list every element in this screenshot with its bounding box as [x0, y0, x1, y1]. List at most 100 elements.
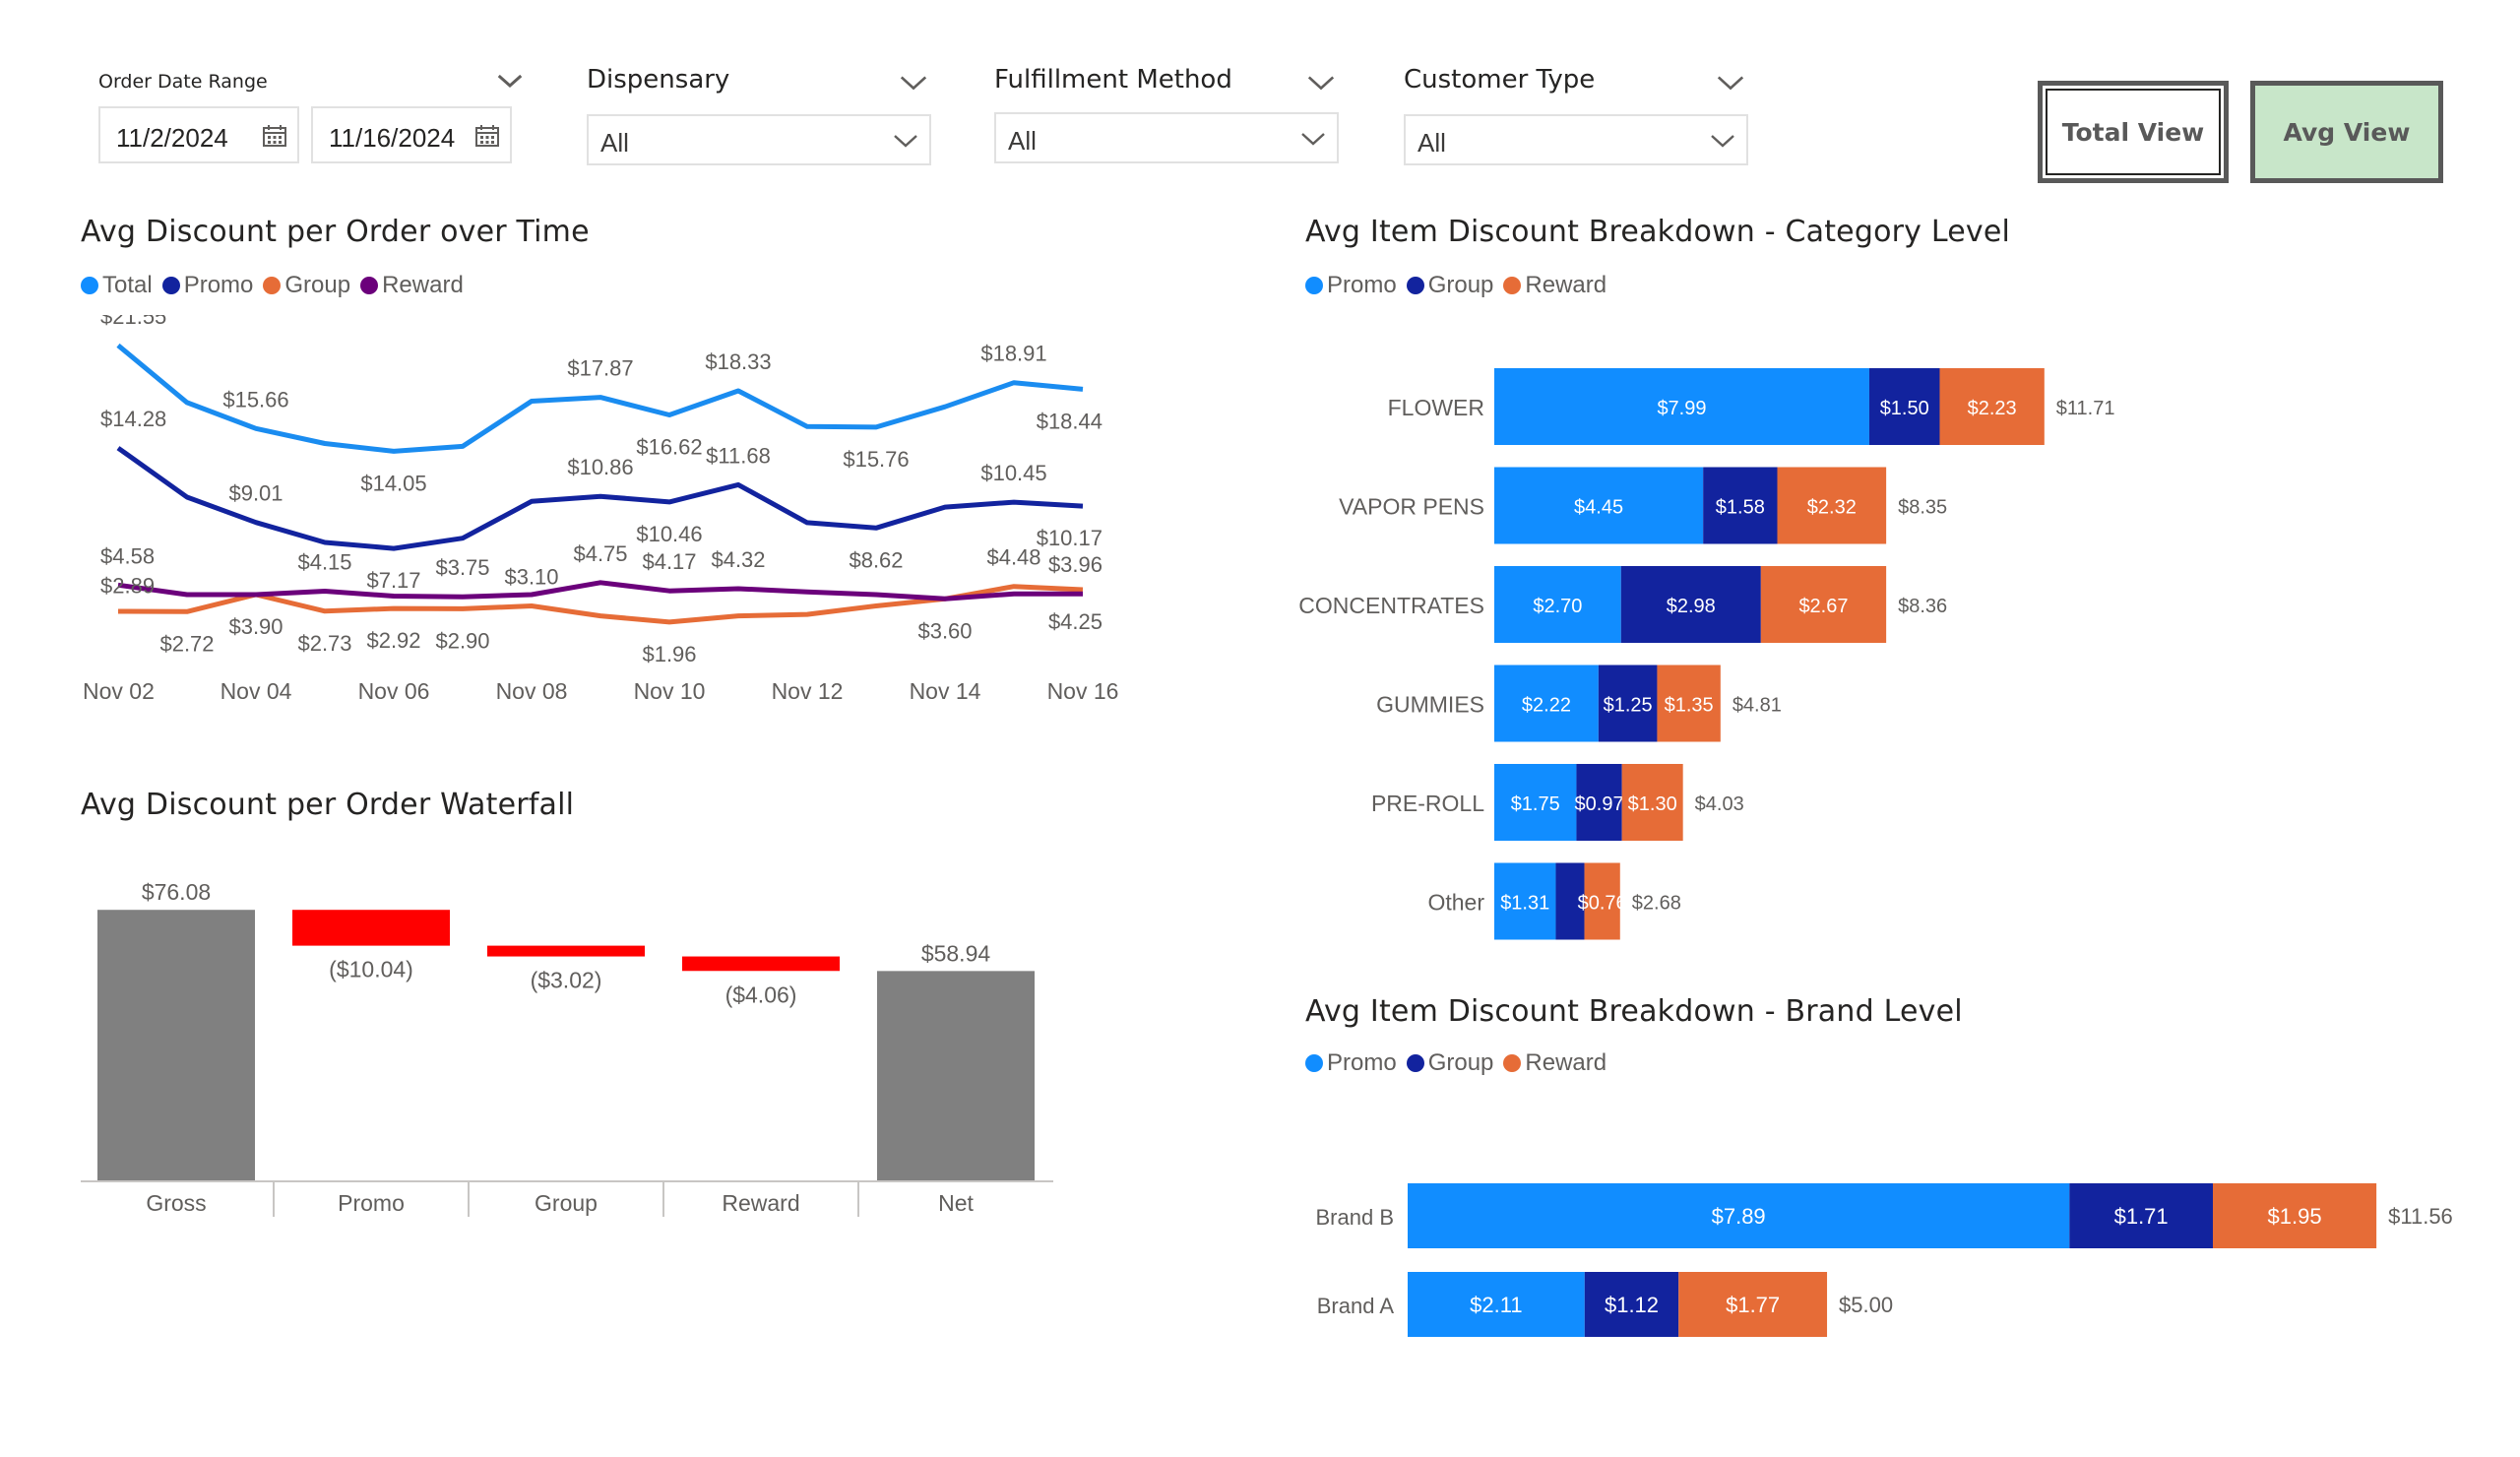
- data-label: $15.76: [843, 447, 909, 472]
- total-view-button[interactable]: Total View: [2038, 81, 2229, 183]
- bar-segment-reward: [1621, 764, 1683, 841]
- bar-segment-promo: [1408, 1272, 1585, 1337]
- data-label: $2.89: [100, 573, 155, 598]
- legend-dot: [1503, 1054, 1522, 1072]
- bar-segment-reward: [1584, 862, 1620, 940]
- data-label: $3.96: [1048, 552, 1102, 577]
- legend-item-promo[interactable]: Promo: [161, 272, 253, 299]
- series-line-total: [116, 343, 1084, 454]
- legend-label: Total: [102, 272, 153, 298]
- chevron-down-icon[interactable]: [898, 73, 929, 93]
- chevron-down-icon[interactable]: [494, 71, 526, 91]
- end-date-input[interactable]: 11/16/2024: [311, 106, 512, 163]
- data-label: $2.32: [1807, 497, 1857, 519]
- data-label: $2.70: [1533, 596, 1582, 617]
- data-label: $3.10: [504, 565, 558, 590]
- data-label: $2.73: [297, 631, 351, 656]
- legend-item-group[interactable]: Group: [263, 272, 350, 299]
- bar-segment-promo: [1494, 368, 1869, 445]
- brand-chart-title: Avg Item Discount Breakdown - Brand Leve…: [1305, 994, 1963, 1029]
- data-label: $3.60: [917, 618, 972, 643]
- waterfall-bar: [682, 956, 840, 972]
- line-chart-title: Avg Discount per Order over Time: [81, 215, 590, 249]
- category-chart[interactable]: FLOWER $7.99 $1.50 $2.23 $11.71 VAPOR PENS $4.…: [1280, 354, 2500, 955]
- bar-segment-group: [1868, 368, 1940, 445]
- total-label: $2.68: [1632, 893, 1681, 915]
- data-label: $4.32: [711, 547, 765, 572]
- legend-item-group[interactable]: Group: [1406, 272, 1494, 299]
- chevron-down-icon: [894, 135, 917, 148]
- data-label: $18.44: [1037, 409, 1102, 433]
- dispensary-dropdown[interactable]: All: [587, 114, 931, 165]
- category-label: GUMMIES: [1376, 692, 1484, 718]
- x-tick-label: Nov 06: [358, 678, 430, 704]
- legend-item-promo[interactable]: Promo: [1305, 272, 1397, 299]
- dispensary-label: Dispensary: [587, 65, 730, 95]
- data-label: $1.12: [1605, 1293, 1659, 1317]
- legend-item-group[interactable]: Group: [1406, 1049, 1493, 1077]
- legend-item-reward[interactable]: Reward: [1503, 1049, 1606, 1077]
- data-label: $10.86: [567, 455, 633, 479]
- calendar-icon[interactable]: [262, 124, 287, 148]
- waterfall-bar: [97, 910, 255, 1181]
- data-label: $2.98: [1667, 596, 1716, 617]
- line-chart-legend: Total Promo Group Reward: [81, 272, 464, 299]
- start-date-input[interactable]: 11/2/2024: [98, 106, 299, 163]
- data-label: $3.75: [435, 555, 489, 580]
- x-tick-label: Nov 10: [634, 678, 706, 704]
- start-date-value: 11/2/2024: [116, 123, 228, 153]
- x-tick-label: Nov 16: [1047, 678, 1119, 704]
- brand-chart[interactable]: Brand B $7.89 $1.71 $1.95 $11.56 Brand A $2.11…: [1280, 1162, 2500, 1359]
- x-tick-label: Nov 14: [910, 678, 981, 704]
- data-label: ($4.06): [725, 982, 797, 1007]
- data-label: $1.31: [1500, 893, 1549, 915]
- legend-dot: [1406, 277, 1424, 294]
- bar-segment-promo: [1494, 566, 1621, 643]
- bar-segment-reward: [1760, 566, 1887, 643]
- data-label: $1.71: [2114, 1204, 2169, 1229]
- x-tick-label: Net: [938, 1190, 974, 1216]
- legend-dot: [1305, 277, 1323, 294]
- data-label: $2.22: [1522, 695, 1571, 717]
- data-label: $10.45: [980, 461, 1046, 485]
- category-label: Other: [1427, 890, 1484, 916]
- waterfall-chart[interactable]: $76.08 Gross ($10.04) Promo ($3.02) Group ($4.…: [69, 856, 1102, 1221]
- series-line-reward: [117, 580, 1083, 602]
- legend-item-total[interactable]: Total: [81, 272, 153, 299]
- x-tick-label: Nov 08: [496, 678, 568, 704]
- legend-item-reward[interactable]: Reward: [360, 272, 464, 299]
- bar-segment-promo: [1494, 764, 1577, 841]
- chevron-down-icon[interactable]: [1715, 73, 1746, 93]
- data-label: $4.17: [642, 549, 696, 574]
- total-label: $11.56: [2388, 1204, 2453, 1229]
- legend-item-promo[interactable]: Promo: [1305, 1049, 1397, 1077]
- chevron-down-icon[interactable]: [1305, 73, 1337, 93]
- legend-dot: [1305, 1054, 1323, 1072]
- bar-segment-promo: [1494, 467, 1704, 544]
- bar-segment-reward: [2212, 1183, 2377, 1248]
- x-tick-label: Promo: [338, 1190, 405, 1216]
- customer-type-dropdown[interactable]: All: [1404, 114, 1748, 165]
- line-chart[interactable]: $21.55 $15.66 $14.05 $17.87 $16.62 $18.33 $15.…: [69, 315, 1152, 719]
- data-label: $10.17: [1037, 526, 1102, 550]
- bar-segment-reward: [1777, 467, 1887, 544]
- waterfall-bar: [292, 910, 450, 946]
- calendar-icon[interactable]: [474, 124, 500, 148]
- legend-label: Promo: [1327, 272, 1397, 298]
- data-label: $1.25: [1604, 695, 1653, 717]
- data-label: $18.91: [980, 342, 1046, 366]
- category-label: PRE-ROLL: [1371, 791, 1484, 816]
- waterfall-bar: [877, 971, 1035, 1181]
- fulfillment-dropdown[interactable]: All: [994, 112, 1339, 163]
- data-label: $0.76: [1578, 893, 1627, 915]
- data-label: $7.89: [1712, 1204, 1766, 1229]
- data-label: $14.28: [100, 407, 166, 431]
- bar-segment-group: [1584, 1272, 1679, 1337]
- data-label: $7.17: [366, 568, 420, 593]
- data-label: $4.48: [986, 545, 1040, 570]
- avg-view-button[interactable]: Avg View: [2250, 81, 2443, 183]
- legend-item-reward[interactable]: Reward: [1503, 272, 1606, 299]
- legend-label: Reward: [382, 272, 464, 298]
- customer-type-value: All: [1418, 128, 1446, 158]
- legend-label: Group: [1427, 272, 1494, 298]
